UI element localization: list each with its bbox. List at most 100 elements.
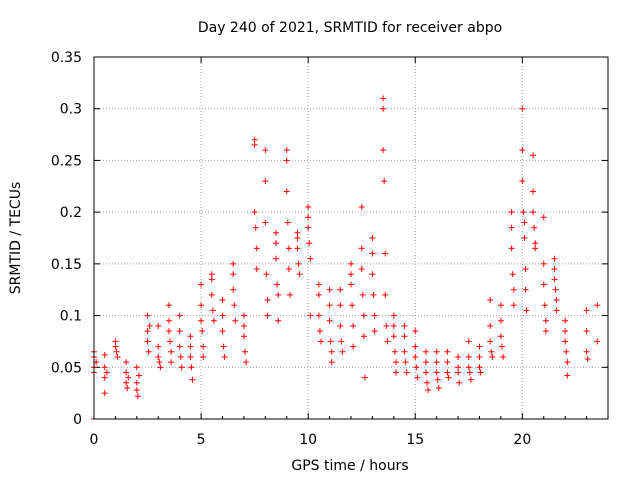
data-point <box>103 369 110 376</box>
data-point <box>369 271 376 278</box>
data-point <box>251 136 258 143</box>
data-point <box>144 328 151 335</box>
data-point <box>209 307 216 314</box>
data-point <box>208 276 215 283</box>
data-point <box>178 364 185 371</box>
data-point <box>455 353 462 360</box>
data-point <box>422 369 429 376</box>
data-point <box>305 214 312 221</box>
data-point <box>219 328 226 335</box>
data-point <box>359 291 366 298</box>
x-tick-label: 15 <box>406 432 424 448</box>
data-point <box>383 322 390 329</box>
y-tick-label: 0.2 <box>60 205 82 221</box>
data-point <box>296 271 303 278</box>
data-point <box>263 271 270 278</box>
y-tick-label: 0 <box>73 412 82 428</box>
data-point <box>369 235 376 241</box>
data-point <box>392 369 399 376</box>
data-point <box>165 328 172 335</box>
data-point <box>380 105 387 112</box>
data-point <box>520 209 527 216</box>
data-point <box>467 376 474 383</box>
data-point <box>251 209 258 216</box>
data-point <box>444 369 451 376</box>
data-point <box>350 322 357 329</box>
data-point <box>361 374 368 381</box>
data-point <box>145 348 152 355</box>
data-point <box>497 302 504 309</box>
data-point <box>476 343 483 350</box>
data-point <box>165 302 172 309</box>
data-point <box>307 312 314 319</box>
data-point <box>583 328 590 335</box>
data-point <box>101 390 108 397</box>
y-axis-label: SRMTID / TECUs <box>8 182 24 295</box>
data-point <box>414 374 421 381</box>
data-point <box>466 369 473 376</box>
data-point <box>133 387 140 394</box>
data-point <box>465 338 472 345</box>
data-point <box>497 317 504 324</box>
data-point <box>360 312 367 319</box>
data-point <box>243 359 250 366</box>
data-point <box>583 307 590 314</box>
data-point <box>198 302 205 309</box>
data-point <box>253 245 260 252</box>
data-point <box>564 372 571 379</box>
data-point <box>401 322 408 329</box>
data-point <box>445 374 452 381</box>
data-point <box>285 266 292 273</box>
data-point <box>112 343 119 350</box>
data-point <box>219 297 226 304</box>
data-point <box>487 338 494 345</box>
data-point <box>240 333 247 340</box>
data-point <box>230 271 237 278</box>
data-point <box>294 245 301 252</box>
data-point <box>307 255 314 262</box>
data-point <box>283 157 290 164</box>
data-point <box>521 219 528 226</box>
data-point <box>348 260 354 267</box>
data-point <box>455 364 462 371</box>
data-point <box>305 203 312 210</box>
data-point <box>358 245 365 252</box>
data-point <box>315 312 322 319</box>
data-point <box>433 369 440 376</box>
data-point <box>251 141 258 148</box>
y-tick-label: 0.15 <box>51 257 82 273</box>
data-point <box>422 348 429 355</box>
data-point <box>584 356 591 363</box>
data-point <box>381 178 388 185</box>
data-point <box>358 203 365 210</box>
data-point <box>168 359 175 366</box>
data-point <box>165 317 172 324</box>
data-point <box>232 317 239 324</box>
data-point <box>176 343 183 350</box>
data-point <box>476 353 483 360</box>
data-point <box>241 348 248 355</box>
data-point <box>509 271 516 278</box>
data-point <box>563 348 570 355</box>
data-point <box>489 353 496 360</box>
data-point <box>124 384 131 391</box>
data-point <box>508 224 515 231</box>
data-point <box>401 348 408 355</box>
data-point <box>583 348 590 355</box>
y-tick-label: 0.3 <box>60 102 82 118</box>
y-tick-label: 0.25 <box>51 153 82 169</box>
data-point <box>498 343 505 350</box>
y-tick-label: 0.1 <box>60 309 82 325</box>
data-point <box>390 312 397 319</box>
data-point <box>294 229 301 236</box>
data-point <box>380 147 387 154</box>
data-point <box>540 214 547 221</box>
data-point <box>444 359 451 366</box>
data-point <box>101 374 108 381</box>
data-point <box>433 348 440 355</box>
data-point <box>262 219 269 226</box>
data-point <box>326 317 333 324</box>
data-point <box>155 322 162 329</box>
data-point <box>146 322 153 329</box>
